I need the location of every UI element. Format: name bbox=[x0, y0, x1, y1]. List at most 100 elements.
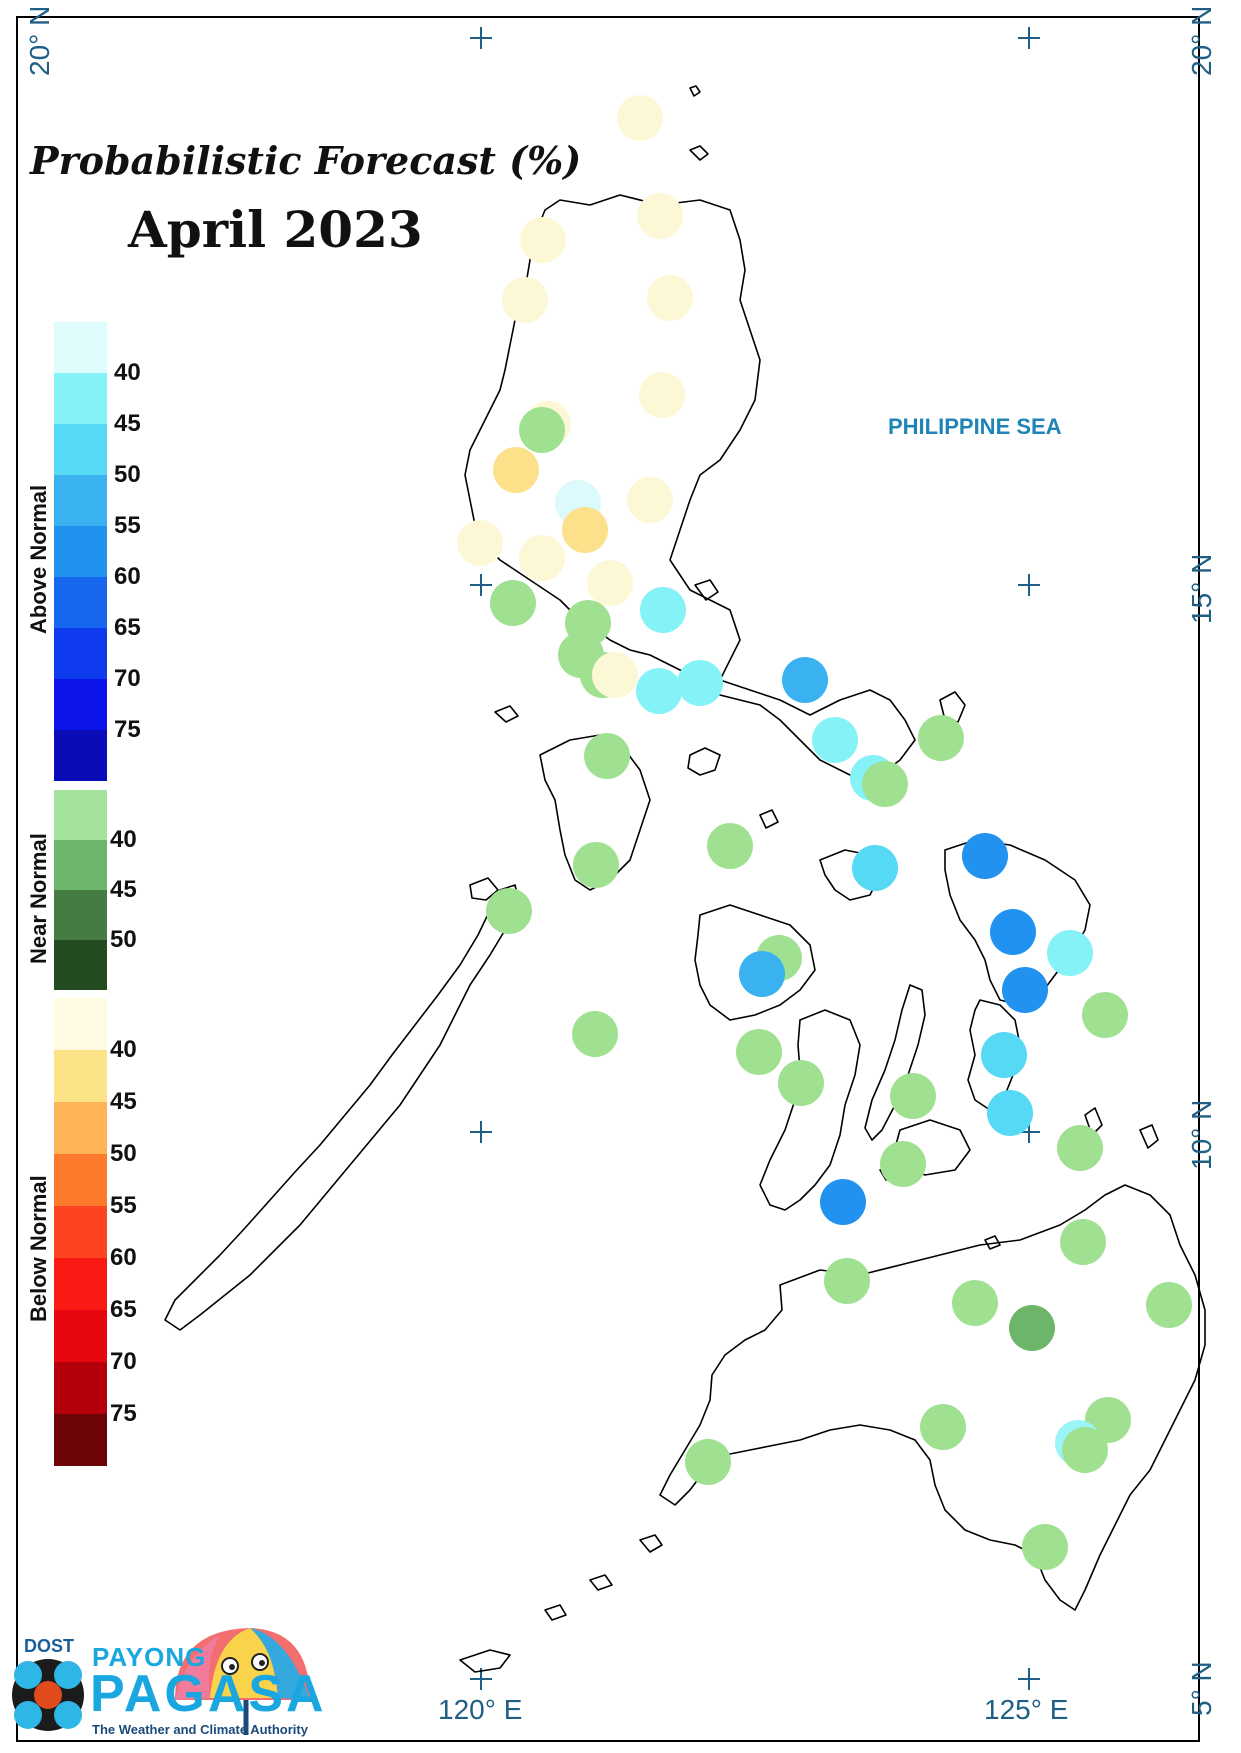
sea-label: PHILIPPINE SEA bbox=[888, 414, 1062, 439]
station-marker bbox=[519, 407, 565, 453]
forecast-title: Probabilistic Forecast (%) bbox=[30, 138, 582, 183]
station-marker bbox=[490, 580, 536, 626]
legend-tick-label: 40 bbox=[110, 1036, 137, 1063]
station-marker bbox=[640, 587, 686, 633]
station-marker bbox=[592, 652, 638, 698]
legend-tick-label: 45 bbox=[110, 1088, 137, 1115]
legend-tick-label: 75 bbox=[110, 1400, 137, 1427]
legend-tick-label: 55 bbox=[110, 1192, 137, 1219]
legend-swatch bbox=[54, 1206, 107, 1258]
lon-label-125: 125° E bbox=[984, 1694, 1069, 1725]
station-marker bbox=[1082, 992, 1128, 1038]
legend-swatch bbox=[54, 1310, 107, 1362]
station-marker bbox=[573, 842, 619, 888]
grid-cross bbox=[1018, 27, 1040, 49]
station-marker bbox=[1047, 930, 1093, 976]
grid-cross bbox=[470, 27, 492, 49]
lat-label-15: 15° N bbox=[1186, 553, 1217, 624]
station-marker bbox=[707, 823, 753, 869]
legend-tick-label: 65 bbox=[114, 614, 141, 641]
legend-swatch bbox=[54, 1154, 107, 1206]
island-calamian bbox=[469, 877, 499, 901]
legend-swatch bbox=[54, 1362, 107, 1414]
pagasa-label: PAGASA bbox=[90, 1665, 327, 1723]
island-sulu-c bbox=[544, 1604, 567, 1621]
legend-swatch bbox=[54, 475, 107, 526]
station-marker bbox=[457, 520, 503, 566]
island-calayan bbox=[689, 145, 709, 161]
legend-tick-label: 65 bbox=[110, 1296, 137, 1323]
island-palawan bbox=[164, 884, 521, 1331]
station-marker bbox=[685, 1439, 731, 1485]
legend-swatch bbox=[54, 998, 107, 1050]
legend-swatch bbox=[54, 940, 107, 990]
station-marker bbox=[486, 888, 532, 934]
station-marker bbox=[647, 275, 693, 321]
dost-label: DOST bbox=[24, 1636, 75, 1656]
station-marker bbox=[736, 1029, 782, 1075]
station-marker bbox=[502, 277, 548, 323]
station-marker bbox=[520, 217, 566, 263]
station-marker bbox=[519, 535, 565, 581]
lat-label-20-left: 20° N bbox=[24, 5, 55, 76]
legend-swatch bbox=[54, 577, 107, 628]
grid-cross bbox=[470, 574, 492, 596]
station-marker bbox=[636, 668, 682, 714]
map-frame bbox=[16, 16, 1200, 1742]
legend-swatch bbox=[54, 1102, 107, 1154]
station-marker bbox=[627, 477, 673, 523]
station-marker bbox=[1146, 1282, 1192, 1328]
legend-swatch bbox=[54, 628, 107, 679]
legend-tick-label: 70 bbox=[114, 665, 141, 692]
legend-tick-label: 60 bbox=[114, 563, 141, 590]
island-camiguin bbox=[984, 1235, 1001, 1250]
legend-swatch bbox=[54, 790, 107, 840]
station-marker bbox=[572, 1011, 618, 1057]
legend-swatch bbox=[54, 840, 107, 890]
station-marker bbox=[617, 95, 663, 141]
legend-tick-label: 50 bbox=[110, 1140, 137, 1167]
legend-swatch bbox=[54, 424, 107, 475]
legend-swatch bbox=[54, 526, 107, 577]
station-marker bbox=[962, 833, 1008, 879]
station-marker bbox=[637, 193, 683, 239]
station-marker bbox=[852, 845, 898, 891]
station-marker bbox=[1002, 967, 1048, 1013]
island-tawi-tawi bbox=[459, 1649, 511, 1673]
legend-swatch bbox=[54, 373, 107, 424]
lat-label-10: 10° N bbox=[1186, 1099, 1217, 1170]
legend-swatch bbox=[54, 890, 107, 940]
island-masbate bbox=[819, 849, 881, 901]
island-marinduque bbox=[687, 747, 721, 776]
legend-tick-label: 70 bbox=[110, 1348, 137, 1375]
island-sulu-b bbox=[589, 1574, 613, 1591]
legend-swatch bbox=[54, 679, 107, 730]
island-romblon bbox=[759, 809, 779, 829]
station-marker bbox=[812, 717, 858, 763]
legend-tick-label: 45 bbox=[110, 876, 137, 903]
forecast-period: April 2023 bbox=[128, 200, 423, 259]
station-marker bbox=[880, 1141, 926, 1187]
station-marker bbox=[584, 733, 630, 779]
station-marker bbox=[493, 447, 539, 493]
station-marker bbox=[1060, 1219, 1106, 1265]
island-cebu bbox=[864, 984, 926, 1141]
island-polillo bbox=[694, 579, 719, 601]
legend-swatch bbox=[54, 730, 107, 781]
lat-label-5: 5° N bbox=[1186, 1661, 1217, 1716]
station-marker bbox=[987, 1090, 1033, 1136]
station-marker bbox=[639, 372, 685, 418]
station-marker bbox=[562, 507, 608, 553]
station-marker bbox=[782, 657, 828, 703]
station-marker bbox=[862, 761, 908, 807]
payong-label: PAYONG bbox=[92, 1642, 207, 1672]
island-panay bbox=[694, 904, 816, 1021]
station-marker bbox=[990, 909, 1036, 955]
station-marker bbox=[1009, 1305, 1055, 1351]
grid-cross bbox=[1018, 1668, 1040, 1690]
legend-tick-label: 45 bbox=[114, 410, 141, 437]
station-marker bbox=[918, 715, 964, 761]
island-mindanao bbox=[659, 1184, 1206, 1611]
legend-swatch bbox=[54, 1258, 107, 1310]
